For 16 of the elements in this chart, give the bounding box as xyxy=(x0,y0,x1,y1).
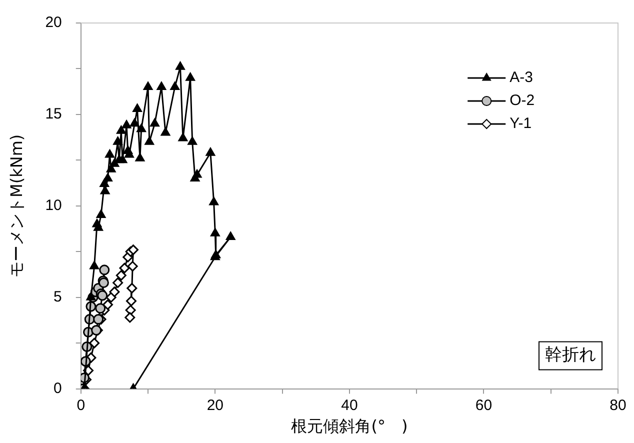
x-tick-label: 40 xyxy=(341,396,358,414)
legend-label: A-3 xyxy=(510,69,533,86)
y-tick-label: 15 xyxy=(45,106,62,123)
x-tick-label: 20 xyxy=(206,396,224,414)
y-tick-label: 0 xyxy=(54,380,62,397)
y-axis-title: モーメントM(kNm) xyxy=(6,134,26,278)
y-tick-label: 20 xyxy=(45,14,62,32)
x-tick-label: 60 xyxy=(475,396,492,414)
y-tick-label: 5 xyxy=(54,288,62,306)
legend-label: Y-1 xyxy=(510,115,532,132)
legend-label: O-2 xyxy=(510,92,535,110)
x-tick-label: 0 xyxy=(76,396,86,414)
x-tick-label: 80 xyxy=(610,396,626,414)
annotation: 幹折れ xyxy=(545,345,596,366)
x-axis-title: 根元傾斜角(° ) xyxy=(291,416,408,436)
y-tick-label: 10 xyxy=(45,197,62,214)
